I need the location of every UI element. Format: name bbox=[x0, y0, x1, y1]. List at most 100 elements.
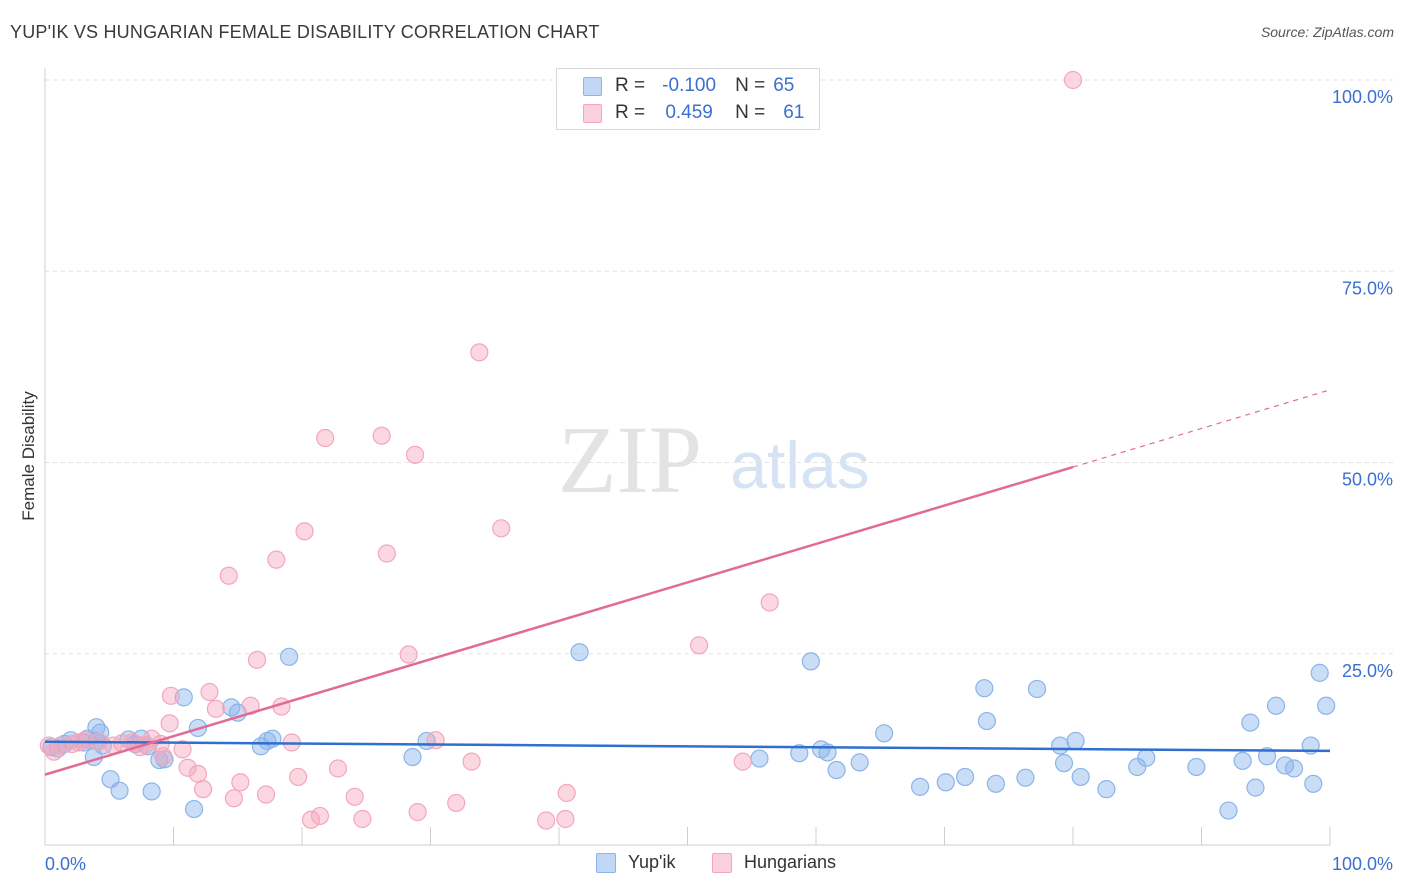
data-point bbox=[1304, 774, 1323, 793]
data-point bbox=[403, 747, 422, 767]
data-point bbox=[875, 724, 894, 743]
y-tick-label: 75.0% bbox=[1342, 278, 1393, 298]
data-point bbox=[760, 593, 779, 612]
data-point bbox=[200, 682, 219, 702]
data-point bbox=[173, 740, 192, 759]
data-point bbox=[1063, 70, 1083, 90]
data-point bbox=[345, 787, 364, 806]
data-point bbox=[142, 782, 161, 801]
x-tick-label: 0.0% bbox=[45, 854, 86, 874]
data-point bbox=[155, 750, 174, 769]
watermark: ZIP atlas bbox=[558, 406, 870, 513]
data-point bbox=[184, 799, 204, 819]
data-point bbox=[537, 811, 556, 830]
source-label: Source: ZipAtlas.com bbox=[1260, 24, 1394, 40]
data-point bbox=[289, 767, 308, 787]
data-point bbox=[408, 803, 427, 822]
series-legend-label: Yup'ik bbox=[628, 852, 676, 872]
data-point bbox=[1187, 757, 1206, 777]
data-point bbox=[447, 793, 466, 813]
y-tick-label: 100.0% bbox=[1332, 87, 1393, 107]
data-point bbox=[1310, 663, 1329, 682]
series-legend-label: Hungarians bbox=[744, 852, 837, 872]
data-point bbox=[955, 767, 975, 787]
data-point bbox=[280, 647, 299, 666]
series-hungarians-points bbox=[39, 70, 1083, 830]
data-point bbox=[267, 550, 286, 569]
legend-n-value: 61 bbox=[783, 102, 805, 123]
data-point bbox=[850, 753, 869, 772]
series-legend: Yup'ik Hungarians bbox=[0, 852, 1406, 878]
y-axis-label: Female Disability bbox=[19, 391, 38, 521]
y-tick-label: 25.0% bbox=[1342, 661, 1393, 681]
data-point bbox=[570, 643, 589, 662]
series-legend-hungarians: Hungarians bbox=[712, 852, 836, 873]
data-point bbox=[316, 428, 335, 448]
data-point bbox=[110, 781, 129, 800]
data-point bbox=[790, 744, 809, 763]
data-point bbox=[193, 780, 213, 799]
trend-line bbox=[44, 740, 1331, 753]
data-point bbox=[1137, 748, 1156, 767]
data-point bbox=[1233, 751, 1252, 770]
data-point bbox=[1054, 754, 1074, 773]
y-tick-label: 50.0% bbox=[1342, 470, 1393, 490]
trend-lines bbox=[44, 389, 1331, 776]
data-point bbox=[75, 731, 94, 750]
data-point bbox=[160, 714, 179, 733]
watermark-atlas: atlas bbox=[730, 428, 869, 502]
data-point bbox=[750, 749, 769, 768]
data-point bbox=[975, 679, 994, 698]
y-tick-labels: 25.0% 50.0% 75.0% 100.0% bbox=[1332, 87, 1393, 681]
chart-title: YUP'IK VS HUNGARIAN FEMALE DISABILITY CO… bbox=[10, 22, 600, 42]
data-point bbox=[801, 652, 820, 671]
data-point bbox=[689, 636, 709, 655]
data-point bbox=[231, 773, 250, 792]
data-point bbox=[219, 566, 238, 585]
data-point bbox=[377, 544, 396, 563]
data-point bbox=[372, 426, 391, 445]
legend-r-label: R = bbox=[615, 102, 646, 123]
data-point bbox=[426, 731, 445, 750]
data-point bbox=[470, 343, 489, 362]
grid-lines bbox=[45, 79, 1394, 655]
data-point bbox=[910, 777, 930, 796]
data-point bbox=[1027, 679, 1047, 699]
legend-r-label: R = bbox=[615, 75, 646, 96]
legend-row-yupik: R = -0.100 N = 65 bbox=[615, 73, 794, 99]
data-point bbox=[1317, 696, 1336, 715]
data-point bbox=[1266, 696, 1286, 715]
data-point bbox=[1051, 736, 1070, 755]
data-point bbox=[1246, 778, 1265, 797]
data-point bbox=[301, 810, 321, 829]
data-point bbox=[1284, 759, 1304, 778]
data-point bbox=[827, 760, 846, 780]
data-point bbox=[1219, 801, 1238, 820]
data-point bbox=[328, 759, 348, 778]
legend-row-hungarians: R = 0.459 N = 61 bbox=[615, 100, 804, 126]
data-point bbox=[178, 758, 197, 777]
data-point bbox=[154, 747, 173, 766]
x-tick-labels: 0.0% 100.0% bbox=[45, 854, 1393, 874]
data-point bbox=[936, 773, 955, 792]
data-point bbox=[247, 650, 267, 669]
x-tick-label: 100.0% bbox=[1332, 854, 1393, 874]
legend-r-value: -0.100 bbox=[662, 75, 717, 96]
legend-swatch-hungarians bbox=[583, 104, 602, 123]
data-point bbox=[224, 789, 243, 808]
data-point bbox=[399, 645, 418, 664]
correlation-legend: R = -0.100 N = 65 R = 0.459 N = 61 bbox=[556, 68, 820, 130]
data-point bbox=[1241, 713, 1260, 732]
legend-n-value: 65 bbox=[773, 75, 795, 96]
series-legend-swatch-yupik bbox=[596, 852, 616, 873]
axes bbox=[44, 68, 1331, 846]
data-point bbox=[557, 783, 576, 803]
data-point bbox=[256, 785, 276, 804]
data-point bbox=[986, 774, 1006, 793]
data-point bbox=[161, 686, 181, 705]
data-point bbox=[1071, 767, 1090, 787]
data-point bbox=[353, 809, 372, 829]
watermark-zip: ZIP bbox=[558, 406, 702, 513]
data-point bbox=[733, 752, 752, 771]
